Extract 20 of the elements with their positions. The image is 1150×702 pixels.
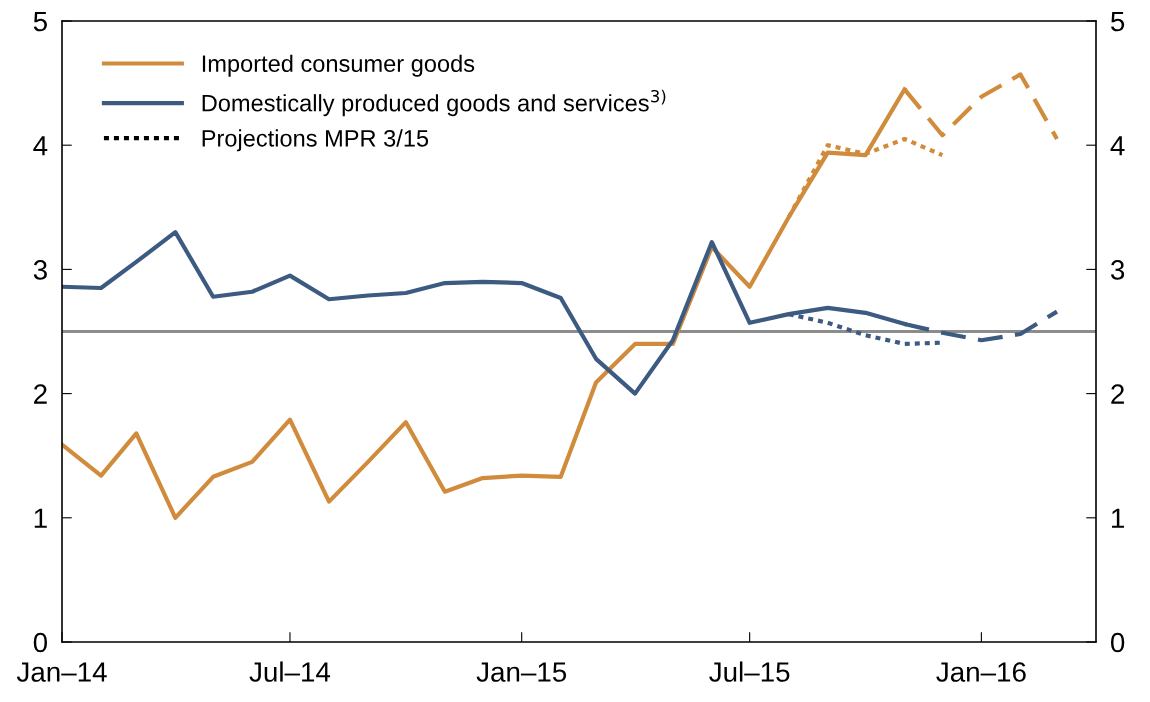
legend-label: Domestically produced goods and services$^{3)}$ (202, 89, 666, 117)
y-tick-label: 3 (33, 260, 47, 280)
legend-label: Imported consumer goods (202, 54, 475, 77)
x-tick-label: Jan–14 (16, 662, 107, 682)
annotation: Projections MPR 3/15 (202, 129, 429, 152)
x-tick-label: Jul–15 (709, 661, 790, 682)
y2-tick-label: 0 (1110, 632, 1125, 653)
y2-tick-label: 1 (1112, 508, 1124, 528)
y-tick-label: 1 (34, 508, 47, 528)
y-tick-label: 5 (33, 11, 47, 32)
y-tick-label: 4 (33, 136, 48, 156)
x-tick-label: Jan–15 (476, 662, 567, 682)
y2-tick-label: 4 (1110, 136, 1125, 156)
x-tick-label: Jul–14 (249, 661, 331, 682)
y2-tick-label: 3 (1110, 260, 1125, 280)
x-tick-label: Jan–16 (936, 662, 1026, 682)
y2-tick-label: 5 (1111, 11, 1125, 32)
y-tick-label: 0 (33, 632, 48, 653)
y2-tick-label: 2 (1111, 384, 1124, 404)
y-tick-label: 2 (34, 384, 47, 404)
